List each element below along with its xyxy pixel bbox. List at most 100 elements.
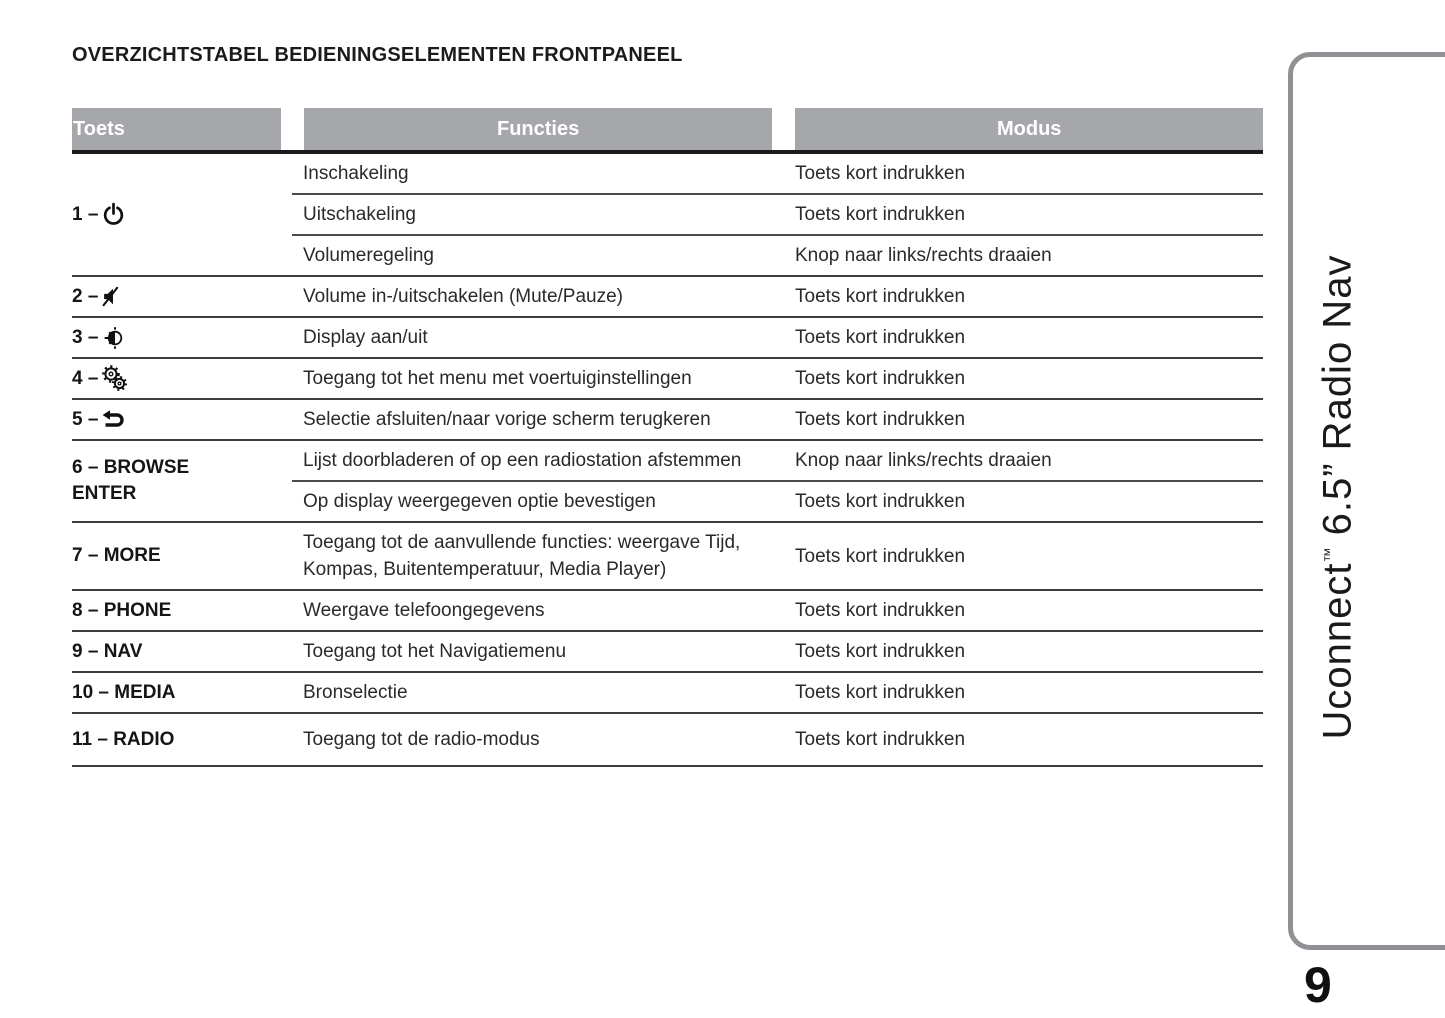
key-cell: 9 – NAV xyxy=(72,632,292,671)
functie-cell: Selectie afsluiten/naar vorige scherm te… xyxy=(303,409,711,430)
subrows: Lijst doorbladeren of op een radiostatio… xyxy=(292,441,1263,521)
table-row-group-7: 7 – MORE Toegang tot de aanvullende func… xyxy=(72,523,1263,591)
key-label: 9 – NAV xyxy=(72,640,143,662)
modus-cell: Knop naar links/rechts draaien xyxy=(795,245,1052,266)
modus-cell: Toets kort indrukken xyxy=(795,729,966,750)
sidebar-brand: Uconnect xyxy=(1315,562,1360,740)
key-cell: 10 – MEDIA xyxy=(72,673,292,712)
table-row-group-11: 11 – RADIO Toegang tot de radio-modus To… xyxy=(72,714,1263,767)
subrows: Volume in-/uitschakelen (Mute/Pauze) Toe… xyxy=(292,277,1263,316)
subrows: Display aan/uit Toets kort indrukken xyxy=(292,318,1263,357)
table-header-row: Toets Functies Modus xyxy=(72,108,1264,150)
key-cell: 6 – BROWSE ENTER xyxy=(72,441,292,521)
controls-table: Toets Functies Modus 1 – Inschakeling To… xyxy=(72,108,1264,767)
key-label: 3 – xyxy=(72,326,99,348)
functie-cell: Toegang tot de aanvullende functies: wee… xyxy=(303,532,741,580)
modus-cell: Toets kort indrukken xyxy=(795,409,966,430)
modus-cell: Knop naar links/rechts draaien xyxy=(795,450,1052,471)
modus-cell: Toets kort indrukken xyxy=(795,682,966,703)
functie-cell: Toegang tot de radio-modus xyxy=(303,729,540,750)
key-label: 8 – PHONE xyxy=(72,599,172,621)
subrows: Toegang tot de radio-modus Toets kort in… xyxy=(292,714,1263,765)
modus-cell: Toets kort indrukken xyxy=(795,545,966,567)
column-header-functies: Functies xyxy=(303,108,773,150)
table-row-group-3: 3 – Display aan/uit Toets kort indrukken xyxy=(72,318,1263,359)
modus-cell: Toets kort indrukken xyxy=(795,491,966,512)
table-row-group-4: 4 – Toegang tot het menu met voertuigins… xyxy=(72,359,1263,400)
subrows: Bronselectie Toets kort indrukken xyxy=(292,673,1263,712)
functie-cell: Bronselectie xyxy=(303,682,408,703)
table-row: Selectie afsluiten/naar vorige scherm te… xyxy=(292,400,1263,439)
key-cell: 1 – xyxy=(72,154,292,275)
table-row-group-8: 8 – PHONE Weergave telefoongegevens Toet… xyxy=(72,591,1263,632)
key-cell: 2 – xyxy=(72,277,292,316)
key-label: 11 – RADIO xyxy=(72,728,175,750)
key-label: 2 – xyxy=(72,285,99,307)
sidebar-frame xyxy=(1288,52,1445,950)
subrows: Weergave telefoongegevens Toets kort ind… xyxy=(292,591,1263,630)
modus-cell: Toets kort indrukken xyxy=(795,600,966,621)
power-icon xyxy=(104,202,124,225)
key-label: 7 – MORE xyxy=(72,545,161,566)
page-number: 9 xyxy=(1304,957,1332,1013)
trademark-symbol: ™ xyxy=(1321,547,1339,563)
functie-cell: Volume in-/uitschakelen (Mute/Pauze) xyxy=(303,286,623,307)
brightness-icon xyxy=(105,326,123,349)
header-gap xyxy=(280,108,304,150)
modus-cell: Toets kort indrukken xyxy=(795,641,966,662)
functie-cell: Weergave telefoongegevens xyxy=(303,600,545,621)
table-row-group-10: 10 – MEDIA Bronselectie Toets kort indru… xyxy=(72,673,1263,714)
subrows: Toegang tot de aanvullende functies: wee… xyxy=(292,523,1263,589)
subrows: Toegang tot het Navigatiemenu Toets kort… xyxy=(292,632,1263,671)
back-arrow-icon xyxy=(103,409,125,427)
table-row-group-1: 1 – Inschakeling Toets kort indrukken Ui… xyxy=(72,154,1263,277)
functie-cell: Toegang tot het Navigatiemenu xyxy=(303,641,567,662)
table-row: Display aan/uit Toets kort indrukken xyxy=(292,318,1263,357)
mute-icon xyxy=(102,286,119,307)
table-row-group-6: 6 – BROWSE ENTER Lijst doorbladeren of o… xyxy=(72,441,1263,523)
table-row: Toegang tot de aanvullende functies: wee… xyxy=(292,523,1263,589)
table-row-group-2: 2 – Volume in-/uitschakelen (Mute/Pauze)… xyxy=(72,277,1263,318)
table-row: Uitschakeling Toets kort indrukken xyxy=(292,193,1263,234)
table-row: Inschakeling Toets kort indrukken xyxy=(292,154,1263,193)
table-row: Weergave telefoongegevens Toets kort ind… xyxy=(292,591,1263,630)
page-title: OVERZICHTSTABEL BEDIENINGSELEMENTEN FRON… xyxy=(72,44,683,66)
modus-cell: Toets kort indrukken xyxy=(795,327,966,348)
subrows: Selectie afsluiten/naar vorige scherm te… xyxy=(292,400,1263,439)
functie-cell: Lijst doorbladeren of op een radiostatio… xyxy=(303,450,742,471)
functie-cell: Volumeregeling xyxy=(303,245,434,266)
modus-cell: Toets kort indrukken xyxy=(795,204,966,225)
functie-cell: Toegang tot het menu met voertuiginstell… xyxy=(303,368,692,389)
key-cell: 5 – xyxy=(72,400,292,439)
key-cell: 4 – xyxy=(72,359,292,398)
table-row-group-9: 9 – NAV Toegang tot het Navigatiemenu To… xyxy=(72,632,1263,673)
key-label: 1 – xyxy=(72,203,99,225)
table-row: Volume in-/uitschakelen (Mute/Pauze) Toe… xyxy=(292,277,1263,316)
functie-cell: Inschakeling xyxy=(303,163,409,184)
modus-cell: Toets kort indrukken xyxy=(795,286,966,307)
column-header-toets: Toets xyxy=(72,108,281,150)
table-row: Toegang tot het menu met voertuiginstell… xyxy=(292,359,1263,398)
key-label: 6 – BROWSE ENTER xyxy=(72,457,190,504)
table-row: Volumeregeling Knop naar links/rechts dr… xyxy=(292,234,1263,275)
functie-cell: Op display weergegeven optie bevestigen xyxy=(303,491,656,512)
modus-cell: Toets kort indrukken xyxy=(795,163,966,184)
key-cell: 11 – RADIO xyxy=(72,714,292,765)
gears-icon xyxy=(102,365,128,392)
subrows: Inschakeling Toets kort indrukken Uitsch… xyxy=(292,154,1263,275)
column-header-modus: Modus xyxy=(795,108,1264,150)
key-cell: 8 – PHONE xyxy=(72,591,292,630)
table-row: Lijst doorbladeren of op een radiostatio… xyxy=(292,441,1263,480)
functie-cell: Display aan/uit xyxy=(303,327,428,348)
table-row-group-5: 5 – Selectie afsluiten/naar vorige scher… xyxy=(72,400,1263,441)
key-cell: 7 – MORE xyxy=(72,523,292,589)
table-row: Toegang tot de radio-modus Toets kort in… xyxy=(292,714,1263,765)
header-gap xyxy=(772,108,796,150)
table-row: Op display weergegeven optie bevestigen … xyxy=(292,480,1263,521)
subrows: Toegang tot het menu met voertuiginstell… xyxy=(292,359,1263,398)
functie-cell: Uitschakeling xyxy=(303,204,416,225)
header-rule xyxy=(72,150,1263,154)
sidebar-title: Uconnect™ 6.5” Radio Nav xyxy=(1316,255,1361,740)
sidebar-product: 6.5” Radio Nav xyxy=(1315,254,1360,548)
